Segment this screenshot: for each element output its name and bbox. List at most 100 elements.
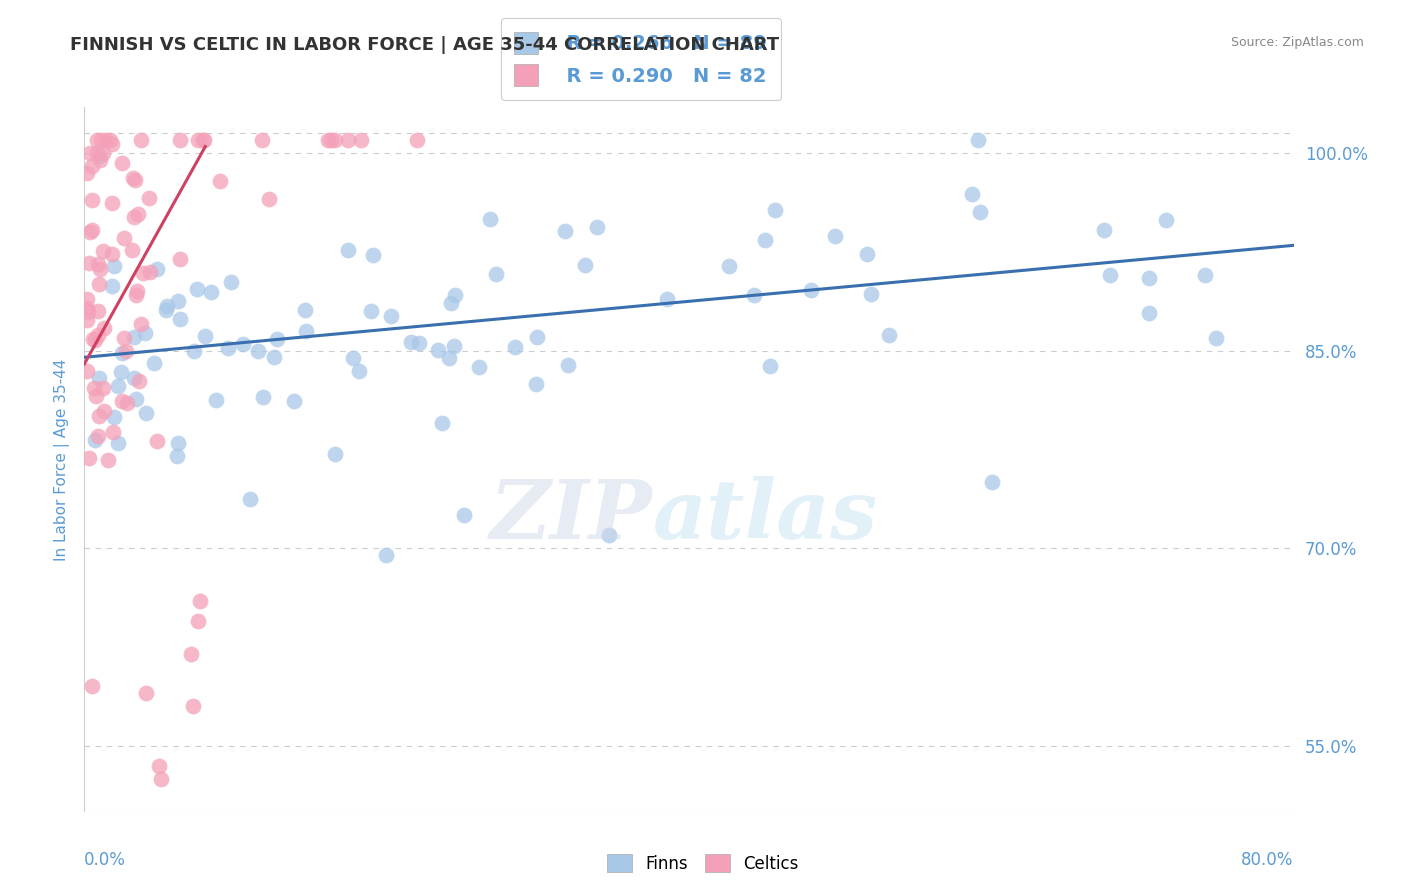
Point: [259, 192, 281, 206]
Point: [83, 381, 105, 395]
Point: [145, 434, 167, 448]
Point: [121, 171, 143, 186]
Point: [350, 133, 373, 147]
Point: [107, 379, 129, 393]
Point: [121, 243, 143, 257]
Point: [336, 243, 359, 257]
Point: [980, 475, 1002, 490]
Point: [76, 364, 98, 378]
Point: [252, 390, 274, 404]
Point: [111, 156, 134, 170]
Point: [100, 196, 122, 211]
Point: [193, 133, 215, 147]
Point: [194, 328, 217, 343]
Point: [1092, 223, 1115, 237]
Point: [135, 406, 157, 420]
Point: [336, 133, 359, 147]
Point: [316, 133, 339, 147]
Point: [263, 350, 285, 364]
Point: [127, 284, 149, 298]
Point: [361, 248, 384, 262]
Point: [155, 302, 177, 317]
Point: [112, 330, 135, 344]
Point: [79, 225, 101, 239]
Point: [183, 343, 205, 358]
Point: [960, 187, 983, 202]
Text: FINNISH VS CELTIC IN LABOR FORCE | AGE 35-44 CORRELATION CHART: FINNISH VS CELTIC IN LABOR FORCE | AGE 3…: [70, 36, 779, 54]
Point: [135, 686, 157, 700]
Point: [124, 392, 146, 407]
Point: [107, 435, 129, 450]
Point: [430, 417, 453, 431]
Point: [763, 202, 786, 217]
Point: [146, 262, 169, 277]
Point: [122, 210, 145, 224]
Point: [80, 679, 103, 693]
Point: [742, 287, 765, 301]
Point: [76, 166, 98, 180]
Point: [399, 335, 422, 350]
Point: [406, 133, 429, 147]
Point: [598, 528, 620, 542]
Point: [91, 244, 114, 259]
Point: [557, 358, 579, 372]
Legend: Finns, Celtics: Finns, Celtics: [600, 847, 806, 880]
Point: [856, 246, 879, 260]
Point: [342, 351, 364, 365]
Point: [142, 356, 165, 370]
Point: [114, 344, 136, 359]
Point: [232, 336, 254, 351]
Point: [657, 292, 679, 306]
Point: [360, 303, 382, 318]
Point: [89, 261, 111, 276]
Point: [84, 389, 107, 403]
Point: [554, 224, 576, 238]
Point: [1098, 268, 1121, 282]
Point: [181, 699, 204, 714]
Point: [205, 392, 228, 407]
Point: [444, 287, 467, 301]
Point: [110, 365, 132, 379]
Point: [485, 267, 508, 281]
Point: [103, 409, 125, 424]
Point: [1194, 268, 1216, 282]
Text: atlas: atlas: [652, 475, 877, 556]
Point: [186, 282, 208, 296]
Point: [250, 133, 273, 147]
Legend:   R = 0.266   N = 89,   R = 0.290   N = 82: R = 0.266 N = 89, R = 0.290 N = 82: [501, 18, 780, 100]
Text: 80.0%: 80.0%: [1241, 851, 1294, 869]
Point: [200, 285, 222, 299]
Point: [408, 336, 430, 351]
Point: [323, 447, 346, 461]
Point: [86, 257, 108, 271]
Point: [86, 146, 108, 161]
Point: [101, 247, 124, 261]
Point: [87, 327, 110, 342]
Point: [76, 305, 98, 319]
Text: ZIP: ZIP: [491, 475, 652, 556]
Point: [969, 205, 991, 219]
Point: [437, 351, 460, 365]
Point: [82, 159, 104, 173]
Point: [82, 223, 104, 237]
Point: [156, 299, 179, 313]
Point: [82, 332, 104, 346]
Point: [127, 207, 149, 221]
Text: 0.0%: 0.0%: [84, 851, 127, 869]
Point: [111, 345, 134, 359]
Point: [89, 149, 111, 163]
Point: [83, 333, 105, 347]
Point: [718, 259, 741, 273]
Point: [124, 173, 146, 187]
Point: [524, 376, 547, 391]
Point: [166, 449, 188, 463]
Point: [148, 758, 170, 772]
Point: [79, 146, 101, 161]
Point: [294, 303, 316, 318]
Point: [427, 343, 450, 357]
Point: [122, 371, 145, 385]
Point: [129, 133, 152, 147]
Point: [1205, 331, 1227, 345]
Point: [323, 133, 346, 147]
Point: [283, 394, 305, 409]
